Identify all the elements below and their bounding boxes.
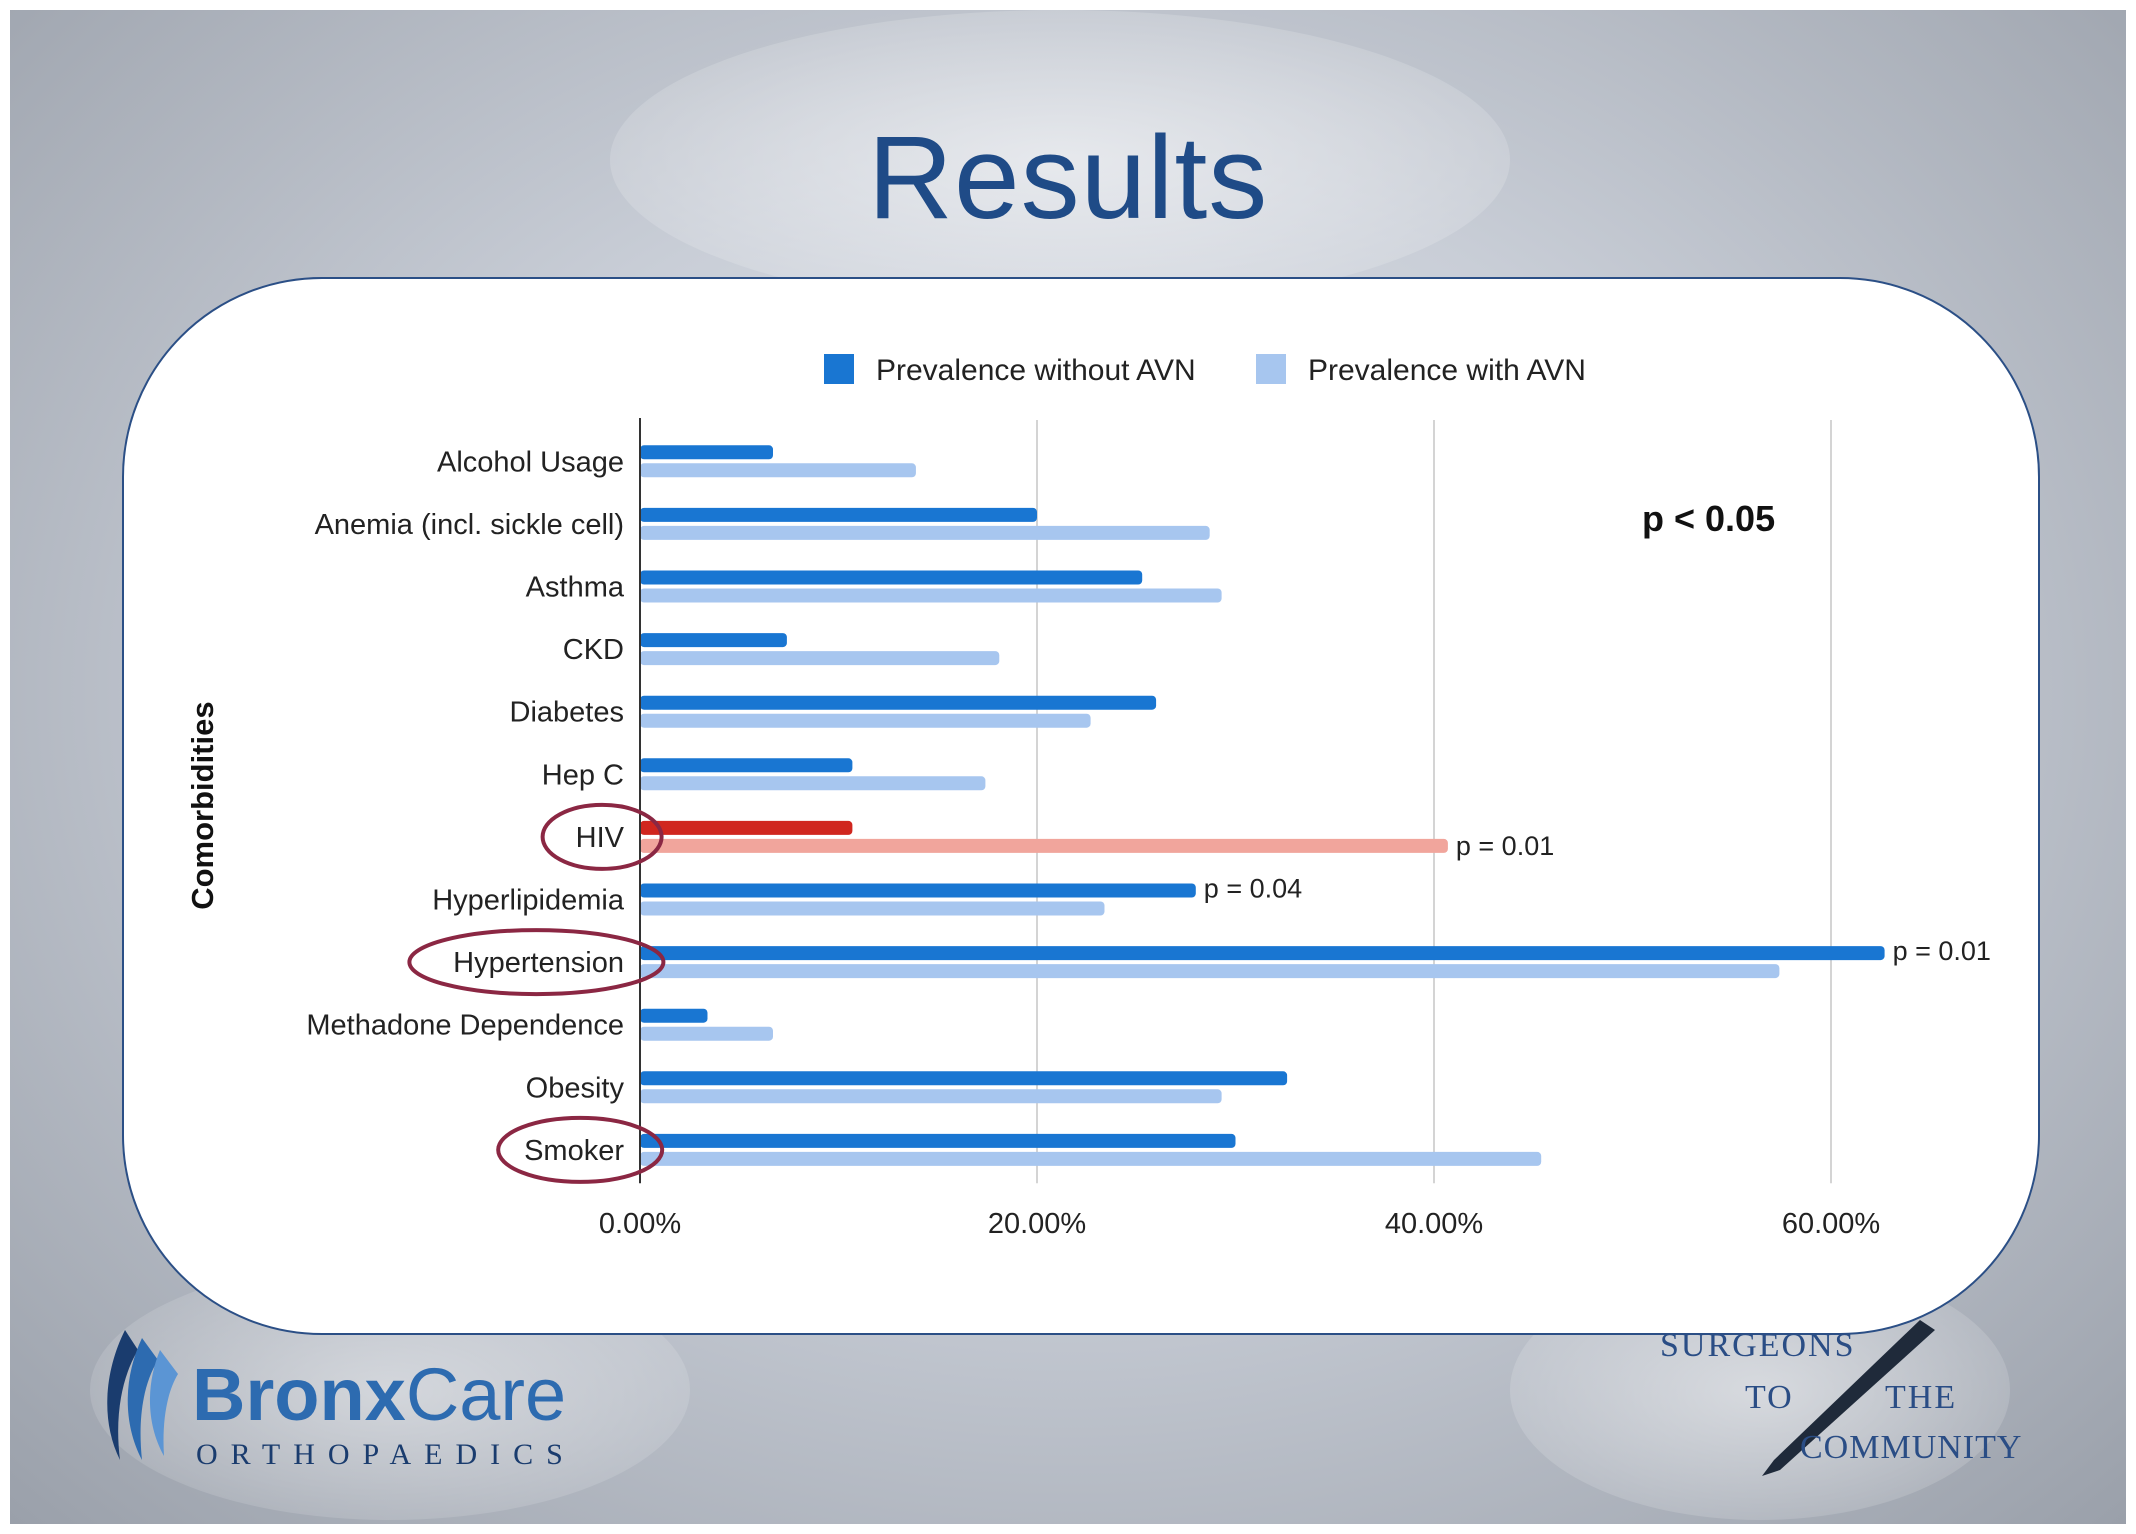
bar-alcohol-usage-s1 — [640, 463, 916, 478]
slide-title: Results — [867, 112, 1269, 244]
category-label: CKD — [563, 634, 624, 666]
legend-label: Prevalence with AVN — [1308, 354, 1586, 387]
gridlines — [1036, 420, 1832, 1184]
axis: 0.00% 20.00% 40.00% 60.00% Comorbidities — [185, 418, 1880, 1240]
bar-hyperlipidemia-s0 — [640, 883, 1196, 898]
surgeons-line2-right: THE — [1885, 1379, 1957, 1416]
category-label: Obesity — [526, 1072, 625, 1104]
legend: Prevalence without AVN Prevalence with AV… — [824, 354, 1586, 387]
bar-anemia-incl-sickle-cell--s1 — [640, 525, 1210, 540]
bar-alcohol-usage-s0 — [640, 445, 773, 460]
bar-hypertension-s0 — [640, 946, 1885, 961]
x-tick-label: 0.00% — [599, 1208, 681, 1240]
category-label: Smoker — [524, 1135, 624, 1167]
chart-panel: 0.00% 20.00% 40.00% 60.00% Comorbidities Alc… — [122, 277, 2040, 1335]
p-value-annotation: p = 0.01 — [1893, 936, 1991, 966]
slide: Results 0.00% 20.00% 40.00% 60.00% Comorbidi… — [10, 10, 2126, 1524]
bars — [640, 445, 1885, 1166]
bar-hyperlipidemia-s1 — [640, 901, 1105, 916]
labels: Alcohol Usage Anemia (incl. sickle cell) A… — [306, 446, 666, 1184]
background-glow — [610, 10, 1510, 310]
p-value-annotation: p = 0.01 — [1456, 831, 1554, 861]
bar-smoker-s0 — [640, 1133, 1236, 1148]
y-axis-title: Comorbidities — [185, 701, 220, 909]
bar-hypertension-s1 — [640, 964, 1780, 979]
bar-hiv-s1 — [640, 838, 1448, 853]
bar-methadone-dependence-s0 — [640, 1008, 708, 1023]
annotations: p = 0.01 p = 0.04 p = 0.01 p < 0.05 — [1204, 498, 1991, 966]
x-tick-label: 20.00% — [988, 1208, 1086, 1240]
bar-hiv-s0 — [640, 820, 853, 835]
bar-obesity-s0 — [640, 1071, 1288, 1086]
surgeons-line2-left: TO — [1745, 1379, 1794, 1416]
bar-hep-c-s1 — [640, 776, 986, 791]
p-value-annotation: p = 0.04 — [1204, 874, 1302, 904]
category-label: Methadone Dependence — [306, 1010, 624, 1042]
category-label: HIV — [576, 822, 625, 854]
bar-anemia-incl-sickle-cell--s0 — [640, 507, 1037, 522]
x-tick-label: 60.00% — [1782, 1208, 1880, 1240]
bronxcare-logo: BronxCare ORTHOPAEDICS — [107, 1330, 576, 1471]
bar-ckd-s0 — [640, 633, 787, 648]
highlight-circle — [540, 802, 664, 871]
legend-label: Prevalence without AVN — [876, 354, 1196, 387]
bronxcare-subtitle: ORTHOPAEDICS — [196, 1438, 576, 1471]
category-label: Hep C — [542, 759, 624, 791]
bronxcare-name: BronxCare — [192, 1353, 566, 1436]
bar-hep-c-s0 — [640, 758, 853, 773]
significance-note: p < 0.05 — [1642, 498, 1775, 539]
category-label: Alcohol Usage — [437, 446, 624, 478]
bar-ckd-s1 — [640, 651, 1000, 666]
x-tick-label: 40.00% — [1385, 1208, 1483, 1240]
category-label: Hyperlipidemia — [432, 885, 625, 917]
bar-smoker-s1 — [640, 1151, 1542, 1166]
bar-obesity-s1 — [640, 1089, 1222, 1104]
category-label: Asthma — [526, 572, 625, 604]
bar-methadone-dependence-s1 — [640, 1026, 773, 1041]
category-label: Anemia (incl. sickle cell) — [315, 509, 624, 541]
scalpel-icon — [1762, 1320, 1935, 1476]
surgeons-to-the-community-logo: SURGEONS TO THE COMMUNITY — [1660, 1320, 2022, 1476]
highlight-circle — [407, 928, 666, 997]
legend-swatch — [824, 354, 854, 384]
legend-swatch — [1256, 354, 1286, 384]
surgeons-line1: SURGEONS — [1660, 1327, 1855, 1364]
bar-diabetes-s1 — [640, 713, 1091, 728]
bar-diabetes-s0 — [640, 695, 1157, 710]
category-label: Diabetes — [510, 697, 624, 729]
bar-asthma-s1 — [640, 588, 1222, 603]
surgeons-line3: COMMUNITY — [1800, 1429, 2022, 1466]
highlight-circle — [496, 1115, 665, 1184]
category-label: Hypertension — [453, 947, 624, 979]
bar-asthma-s0 — [640, 570, 1143, 585]
bar-chart: 0.00% 20.00% 40.00% 60.00% Comorbidities Alc… — [185, 354, 1991, 1240]
